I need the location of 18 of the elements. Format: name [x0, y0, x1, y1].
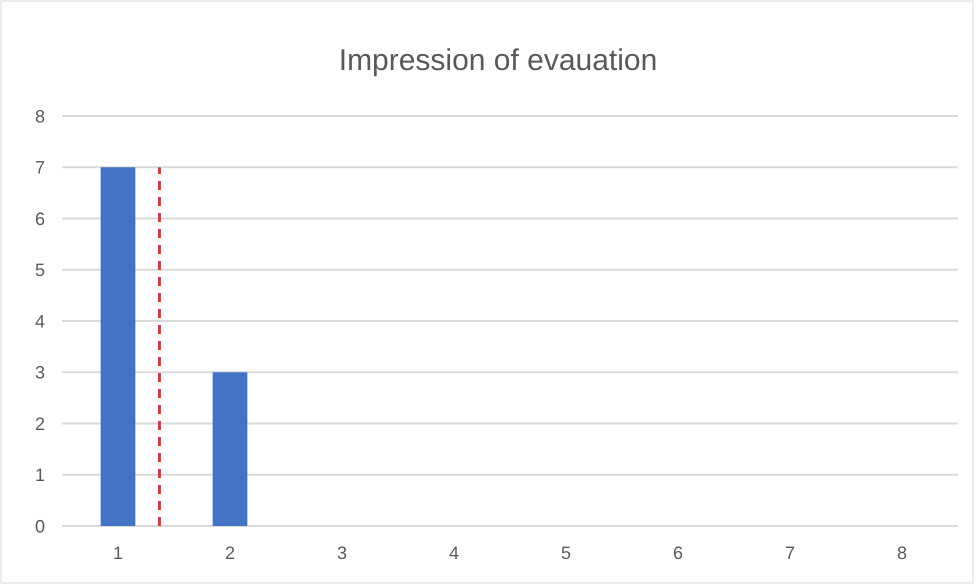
x-tick-label: 3: [336, 543, 348, 563]
x-tick-label: 8: [896, 543, 908, 563]
y-tick-label: 3: [34, 362, 46, 383]
y-tick-label: 5: [34, 260, 46, 280]
y-tick-label: 7: [34, 158, 46, 178]
y-tick-label: 1: [34, 465, 46, 486]
x-tick-label: 4: [448, 543, 460, 563]
y-tick-label: 0: [34, 516, 46, 536]
x-tick-label: 7: [784, 543, 796, 563]
y-tick-label: 2: [34, 414, 46, 434]
y-tick-label: 8: [34, 106, 46, 126]
x-tick-label: 2: [224, 543, 236, 563]
y-tick-label: 4: [34, 311, 46, 332]
chart-title: Impression of evauation: [338, 44, 658, 77]
y-tick-label: 6: [34, 208, 46, 229]
x-tick-label: 6: [672, 543, 684, 563]
x-tick-label: 5: [560, 543, 572, 563]
x-tick-label: 1: [112, 543, 124, 563]
